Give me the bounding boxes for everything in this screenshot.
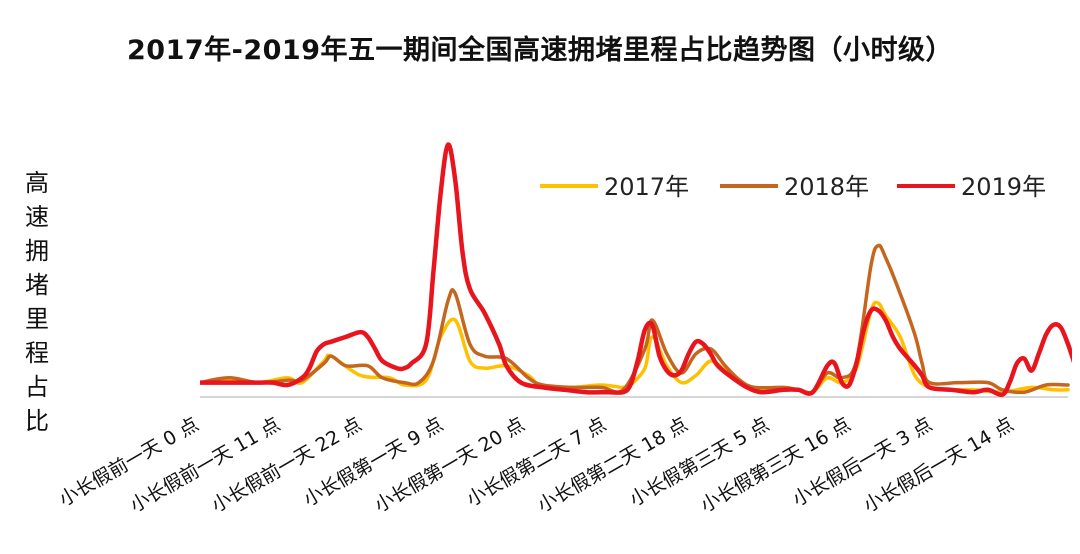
y-axis-label-char-3: 堵 bbox=[25, 271, 49, 299]
y-axis-label-char-0: 高 bbox=[25, 169, 49, 197]
y-axis-label-char-1: 速 bbox=[25, 203, 49, 231]
legend-label-2019年: 2019年 bbox=[961, 173, 1046, 201]
x-tick-label-2: 小长假前一天 22 点 bbox=[208, 413, 366, 517]
x-tick-label-8: 小长假第三天 16 点 bbox=[697, 413, 855, 517]
x-tick-label-1: 小长假前一天 11 点 bbox=[126, 413, 284, 517]
legend-label-2018年: 2018年 bbox=[784, 173, 869, 201]
y-axis-label-char-7: 比 bbox=[25, 407, 49, 435]
y-axis-label-char-5: 程 bbox=[25, 339, 49, 367]
y-axis-label-char-4: 里 bbox=[25, 305, 49, 333]
y-axis-label-char-2: 拥 bbox=[25, 237, 49, 265]
x-tick-label-4: 小长假第一天 20 点 bbox=[371, 413, 529, 517]
series-layer bbox=[200, 142, 1072, 397]
y-axis-label: 高速拥堵里程占比 bbox=[22, 166, 52, 438]
y-axis-label-char-6: 占 bbox=[25, 373, 49, 401]
series-line-2019年 bbox=[200, 142, 1072, 397]
series-line-2018年 bbox=[200, 243, 1070, 395]
chart-title: 2017年-2019年五一期间全国高速拥堵里程占比趋势图（小时级） bbox=[127, 35, 953, 66]
legend: 2017年 2018年 2019年 bbox=[540, 173, 1046, 201]
x-tick-label-10: 小长假后一天 14 点 bbox=[860, 413, 1018, 517]
x-tick-label-6: 小长假第二天 18 点 bbox=[534, 413, 692, 517]
series-line-2017年 bbox=[200, 300, 1070, 395]
legend-label-2017年: 2017年 bbox=[604, 173, 689, 201]
